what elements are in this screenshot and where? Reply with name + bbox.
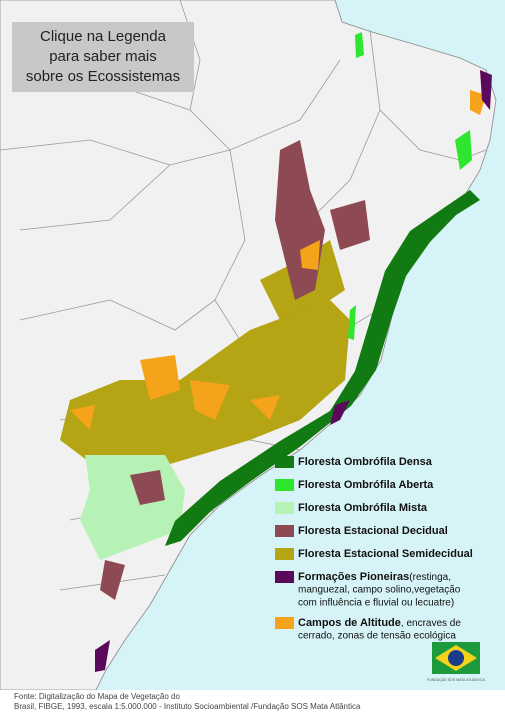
legend-swatch[interactable] [275,548,294,560]
legend-label-text[interactable]: Floresta Estacional Decidual [298,525,448,537]
callout-box [12,22,194,92]
legend-label-text[interactable]: Formações Pioneiras [298,571,409,583]
legend-label-text[interactable]: Floresta Ombrófila Aberta [298,479,434,491]
source-line: Fonte: Digitalização do Mapa de Vegetaçã… [14,692,180,701]
footer-background [0,690,505,714]
legend-label-text[interactable]: Floresta Estacional Semidecidual [298,548,473,560]
legend-note[interactable]: (restinga, [409,572,451,583]
legend-swatch[interactable] [275,617,294,629]
legend: Floresta Ombrófila Densa Floresta Ombrófi… [275,456,473,642]
legend-label[interactable]: Floresta Ombrófila Aberta [298,479,434,491]
legend-item[interactable]: Floresta Estacional Semidecidual [275,548,473,560]
legend-item[interactable]: Floresta Ombrófila Aberta [275,479,434,491]
legend-label[interactable]: Floresta Estacional Decidual [298,525,448,537]
legend-note[interactable]: manguezal, campo solino,vegetação [298,585,461,596]
flag-caption: FUNDAÇÃO SOS MATA ATLÂNTICA [427,677,485,682]
legend-swatch[interactable] [275,571,294,583]
legend-swatch[interactable] [275,525,294,537]
legend-label[interactable]: Floresta Ombrófila Densa [298,456,433,468]
source: Fonte: Digitalização do Mapa de Vegetaçã… [14,692,361,711]
legend-note[interactable]: com influência e fluvial ou lecuatre) [298,598,454,609]
legend-swatch[interactable] [275,479,294,491]
flag [432,642,480,674]
callout: Clique na Legenda para saber mais sobre os… [26,28,180,85]
legend-label-text[interactable]: Floresta Ombrófila Mista [298,502,428,514]
legend-swatch[interactable] [275,502,294,514]
legend-item[interactable]: Campos de Altitude, encraves de cerrado, … [275,617,461,642]
legend-label[interactable]: Formações Pioneiras(restinga, [298,571,451,583]
legend-label-text[interactable]: Campos de Altitude [298,617,401,629]
dense-forest-area [165,190,480,546]
legend-label[interactable]: Floresta Estacional Semidecidual [298,548,473,560]
legend-label[interactable]: Floresta Ombrófila Mista [298,502,428,514]
legend-note[interactable]: cerrado, zonas de tensão ecológica [298,631,456,642]
legend-note[interactable]: , encraves de [401,618,461,629]
legend-swatch[interactable] [275,456,294,468]
legend-item[interactable]: Formações Pioneiras(restinga, manguezal, … [275,571,461,609]
callout-line: Clique na Legenda [40,28,167,45]
callout-line: sobre os Ecossistemas [26,68,180,85]
legend-item[interactable]: Floresta Ombrófila Mista [275,502,428,514]
legend-label[interactable]: Campos de Altitude, encraves de [298,617,461,629]
legend-item[interactable]: Floresta Estacional Decidual [275,525,448,537]
source-line: Brasil, FIBGE, 1993, escala 1:5.000.000 … [14,702,361,711]
legend-label-text[interactable]: Floresta Ombrófila Densa [298,456,433,468]
callout-line: para saber mais [49,48,157,65]
legend-item[interactable]: Floresta Ombrófila Densa [275,456,433,468]
